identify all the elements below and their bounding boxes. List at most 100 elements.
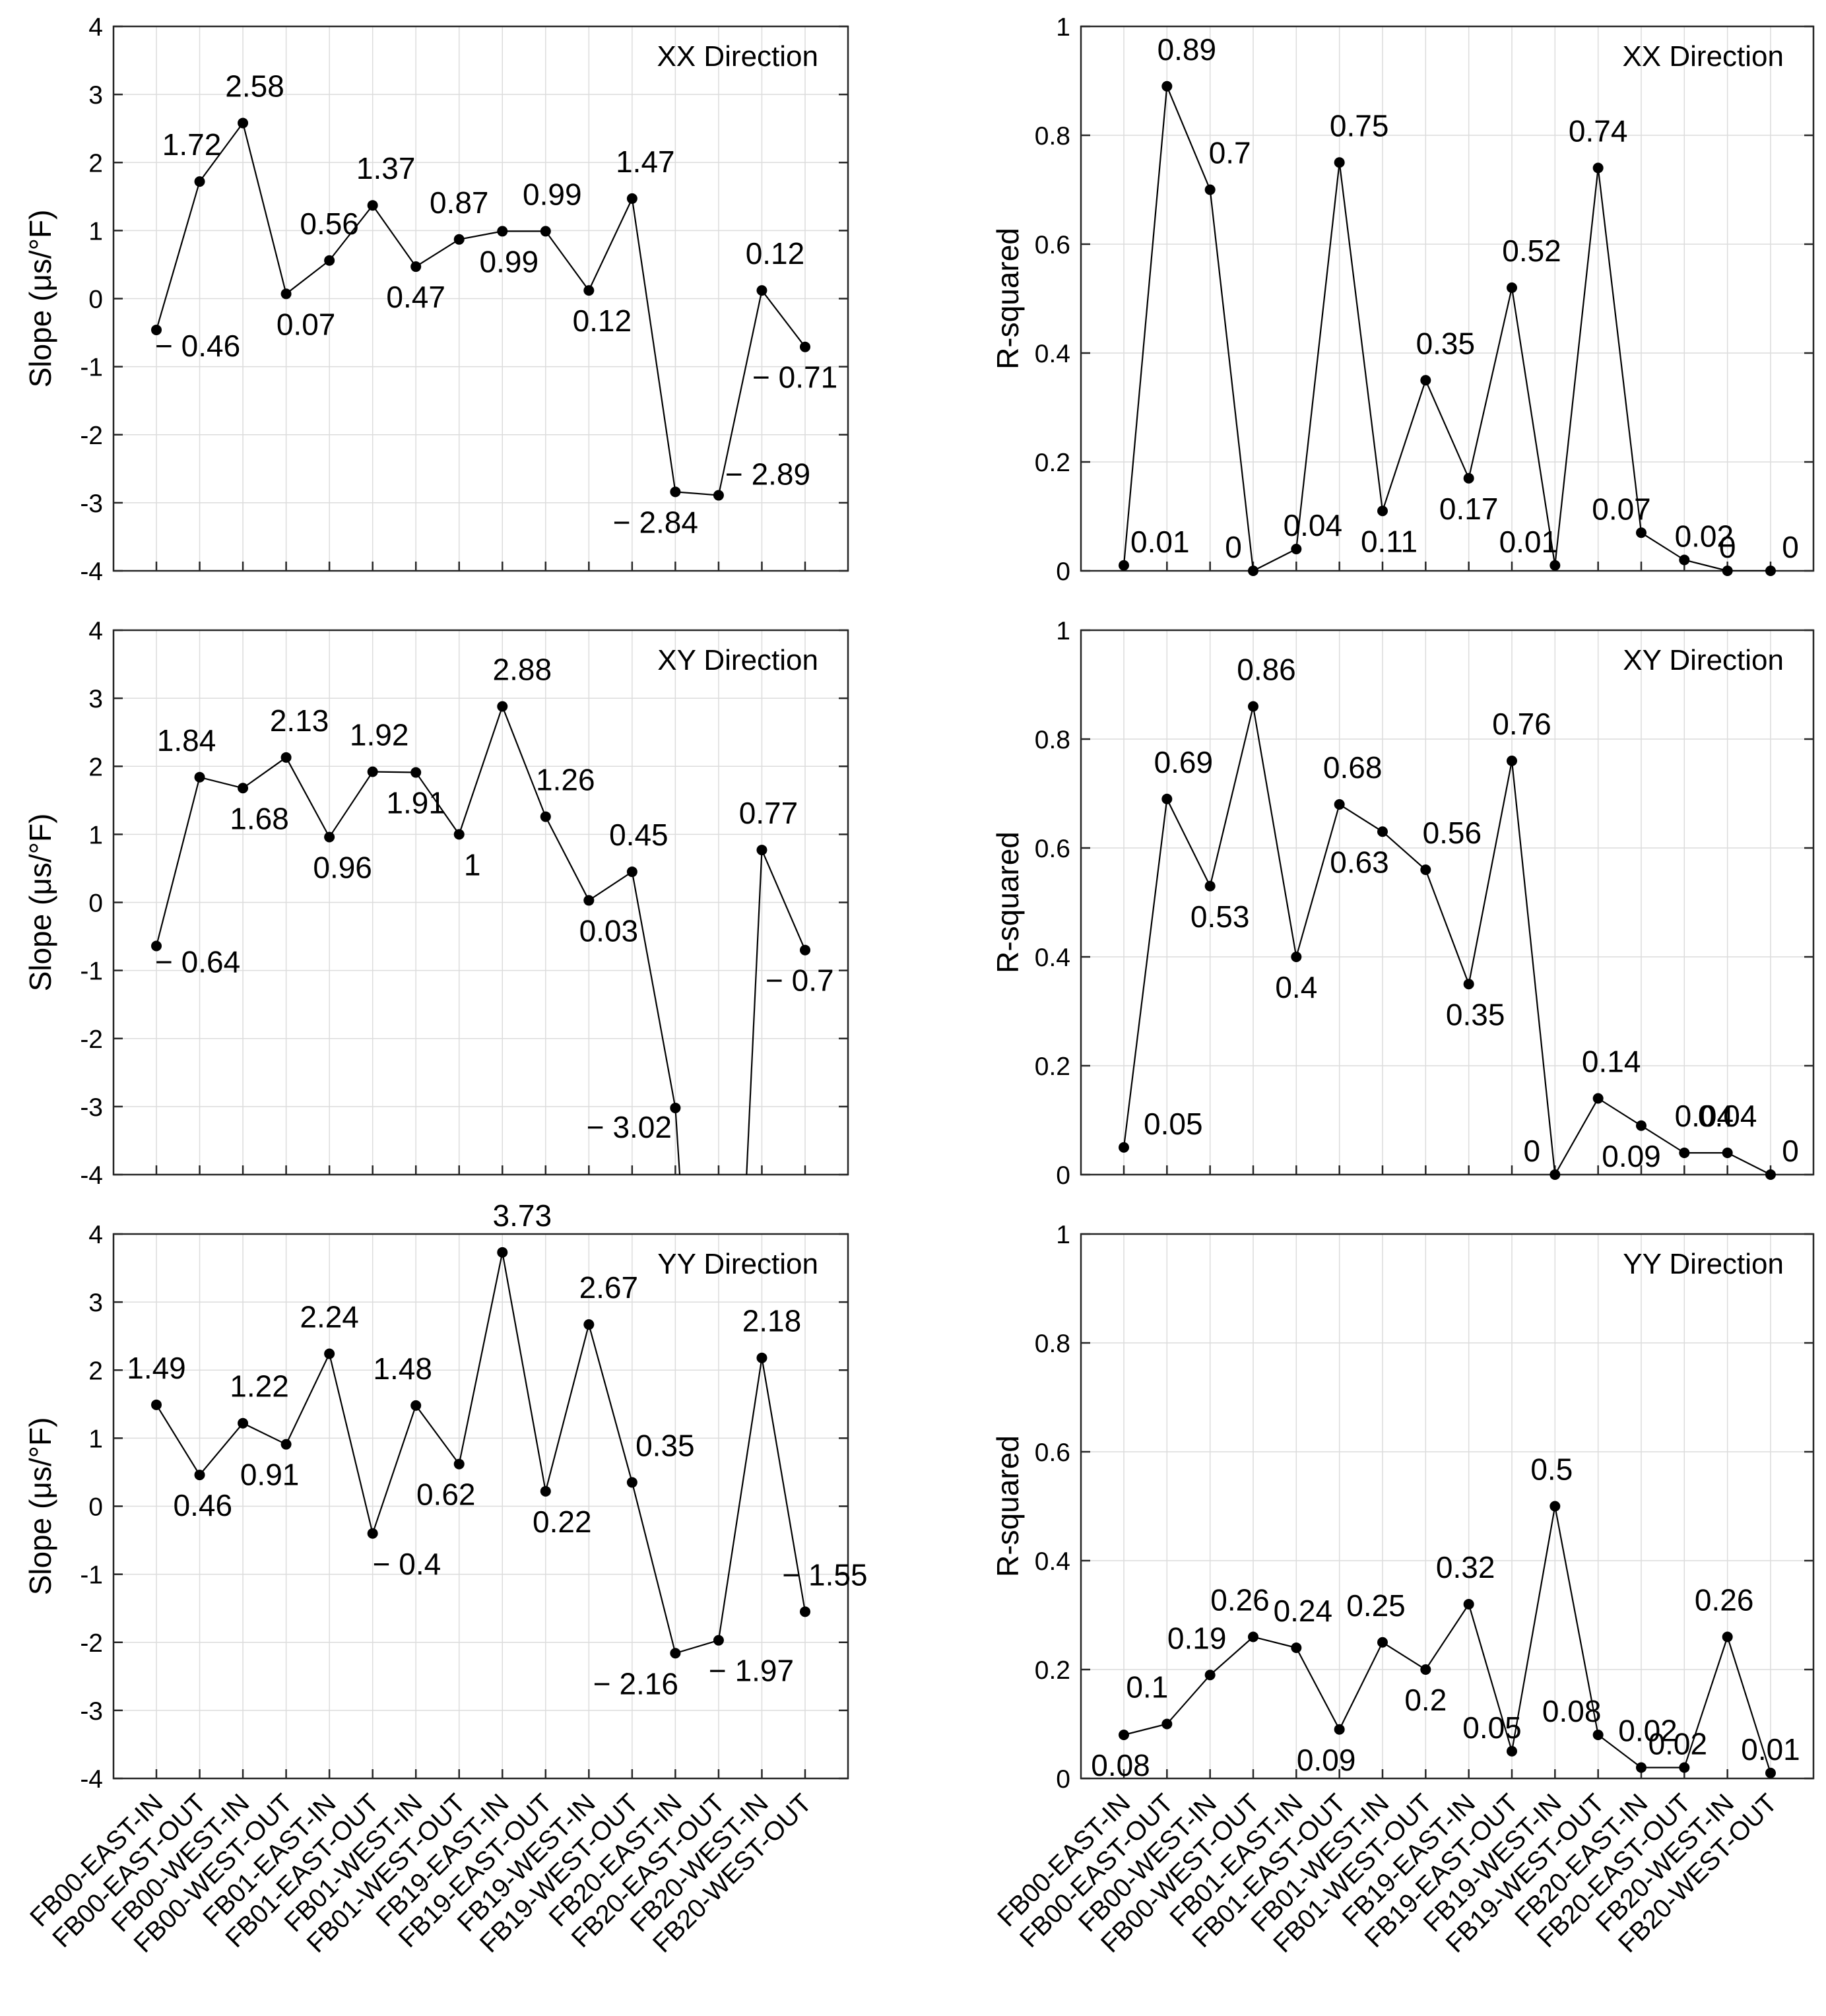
data-point — [1377, 826, 1388, 837]
y-tick-label: 0.6 — [1035, 231, 1070, 259]
data-point — [1549, 1501, 1561, 1512]
data-label: 0.05 — [1462, 1710, 1522, 1745]
data-point — [324, 1348, 335, 1359]
data-label: 2.58 — [225, 69, 284, 103]
y-tick-label: 1 — [1056, 617, 1070, 645]
data-point — [280, 1439, 292, 1450]
data-label: 0.12 — [573, 304, 632, 338]
y-tick-label: 0 — [1056, 1161, 1070, 1190]
data-label: 0.99 — [523, 177, 582, 211]
data-point — [670, 1648, 681, 1659]
data-point — [670, 1102, 681, 1113]
y-tick-label: -4 — [80, 558, 103, 586]
data-label: 0.53 — [1190, 899, 1250, 934]
data-label: 0.09 — [1297, 1743, 1356, 1777]
data-point — [151, 940, 162, 952]
data-point — [151, 1399, 162, 1410]
data-label: 0.32 — [1436, 1550, 1495, 1584]
chart-panel-3: 4 3 2 1 0 -1 -2 -3 -4 Slope (μs/°F) XY Direction − … — [23, 617, 849, 1190]
data-label: 0.62 — [416, 1478, 476, 1512]
data-label: 0.01 — [1130, 525, 1190, 559]
data-point — [1248, 566, 1258, 576]
series-line — [156, 1252, 806, 1654]
y-axis-label: Slope (μs/°F) — [23, 1417, 57, 1596]
data-point — [367, 766, 378, 777]
data-point — [1592, 1093, 1604, 1104]
y-tick-label: 0.4 — [1035, 1547, 1070, 1576]
y-tick-label: 0.2 — [1035, 1656, 1070, 1685]
data-point — [1334, 1724, 1345, 1735]
y-tick-label: 1 — [88, 1425, 103, 1453]
data-point — [151, 324, 162, 335]
series-line — [1123, 706, 1771, 1175]
panel-title: YY Direction — [657, 1248, 818, 1280]
data-label: 1.72 — [162, 127, 222, 162]
data-label: 0.24 — [1274, 1594, 1333, 1628]
y-tick-label: -1 — [80, 958, 103, 986]
data-label: 1 — [464, 847, 481, 882]
data-label: − 0.64 — [155, 945, 240, 979]
y-tick-label: -2 — [80, 1629, 103, 1658]
data-label: 0.07 — [277, 307, 336, 341]
data-point — [194, 176, 205, 187]
data-label: 0.52 — [1502, 234, 1561, 268]
data-label: 0 — [1225, 530, 1242, 564]
plot-frame — [1080, 25, 1815, 572]
data-label: 1.22 — [230, 1369, 289, 1404]
data-label: 0.56 — [1423, 816, 1482, 850]
y-tick-label: 0.2 — [1035, 1053, 1070, 1081]
data-point — [583, 1319, 595, 1330]
data-label: 1.37 — [356, 151, 416, 185]
series-line — [1123, 1506, 1772, 1774]
y-tick-label: 0.8 — [1035, 122, 1070, 150]
data-label: 0.74 — [1569, 114, 1628, 148]
data-label: 1.92 — [350, 718, 409, 752]
data-label: 0.19 — [1167, 1621, 1227, 1655]
data-label: − 0.4 — [373, 1547, 441, 1581]
data-point — [1420, 1664, 1431, 1675]
data-label: 0.35 — [1416, 326, 1476, 360]
data-label: 1.47 — [616, 145, 675, 179]
data-label: − 3.02 — [587, 1110, 672, 1144]
data-point — [1636, 527, 1647, 538]
data-point — [626, 866, 637, 878]
y-tick-label: 0 — [1056, 1765, 1070, 1794]
data-point — [1119, 1730, 1129, 1740]
data-label: 0.7 — [1209, 136, 1251, 170]
data-label: 1.48 — [373, 1351, 432, 1386]
data-point — [1420, 864, 1431, 875]
y-tick-label: 2 — [88, 1357, 103, 1385]
data-label: 0.35 — [1446, 997, 1505, 1031]
data-point — [410, 261, 422, 273]
data-point — [324, 255, 335, 266]
data-label: 0 — [1782, 1134, 1799, 1168]
panel-title: XX Direction — [1622, 40, 1784, 73]
data-label: 0.96 — [313, 851, 372, 885]
data-point — [1334, 157, 1345, 168]
data-point — [324, 831, 335, 843]
gridlines — [1081, 26, 1813, 571]
data-point — [1204, 880, 1216, 892]
data-point — [1204, 1670, 1216, 1681]
data-label: 0.89 — [1158, 32, 1217, 67]
series-line — [155, 121, 806, 496]
data-label: 0.09 — [1602, 1139, 1661, 1173]
y-tick-label: 0.8 — [1035, 1330, 1070, 1358]
y-tick-label: -3 — [80, 1697, 103, 1726]
data-point — [670, 486, 681, 498]
data-label: 2.67 — [579, 1270, 639, 1305]
data-label: 0.1 — [1126, 1670, 1168, 1705]
data-point — [1161, 1718, 1173, 1730]
data-label: 0.12 — [746, 236, 805, 271]
data-label: 2.24 — [300, 1300, 359, 1334]
data-point — [453, 829, 465, 840]
data-label: − 0.46 — [155, 329, 240, 363]
y-tick-label: 4 — [88, 13, 103, 42]
y-tick-label: 0 — [88, 1493, 103, 1522]
data-point — [1291, 952, 1302, 962]
panel-title: YY Direction — [1623, 1248, 1784, 1280]
data-point — [1679, 554, 1690, 566]
y-tick-label: 0.6 — [1035, 835, 1070, 863]
data-point — [497, 701, 508, 712]
